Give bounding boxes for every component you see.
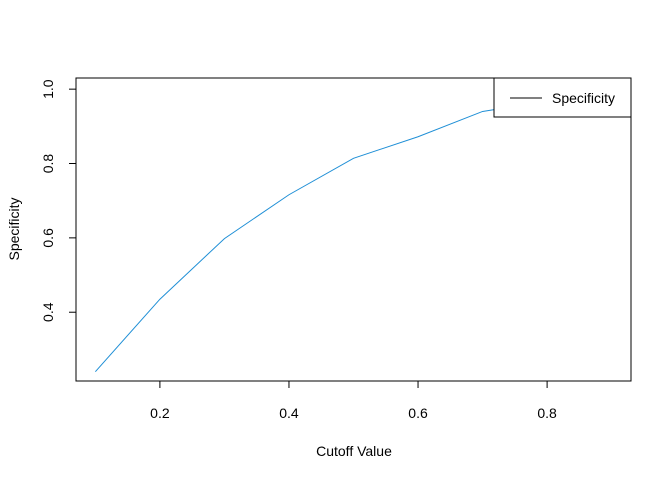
x-tick-label: 0.2	[150, 405, 170, 421]
y-tick-label: 0.8	[40, 154, 56, 174]
x-tick-label: 0.4	[279, 405, 299, 421]
y-axis-ticks: 0.4 0.6 0.8 1.0	[40, 79, 76, 322]
x-tick-label: 0.8	[537, 405, 557, 421]
y-tick-label: 0.6	[40, 228, 56, 248]
specificity-series-line	[94, 91, 612, 373]
y-tick-label: 1.0	[40, 79, 56, 99]
x-tick-label: 0.6	[408, 405, 428, 421]
legend-label-specificity: Specificity	[552, 90, 615, 106]
x-axis-label: Cutoff Value	[316, 443, 392, 459]
plot-area-border	[75, 77, 632, 382]
x-axis-ticks: 0.2 0.4 0.6 0.8	[150, 381, 557, 421]
y-tick-label: 0.4	[40, 302, 56, 322]
legend: Specificity	[493, 77, 632, 118]
y-axis-label: Specificity	[6, 197, 22, 260]
